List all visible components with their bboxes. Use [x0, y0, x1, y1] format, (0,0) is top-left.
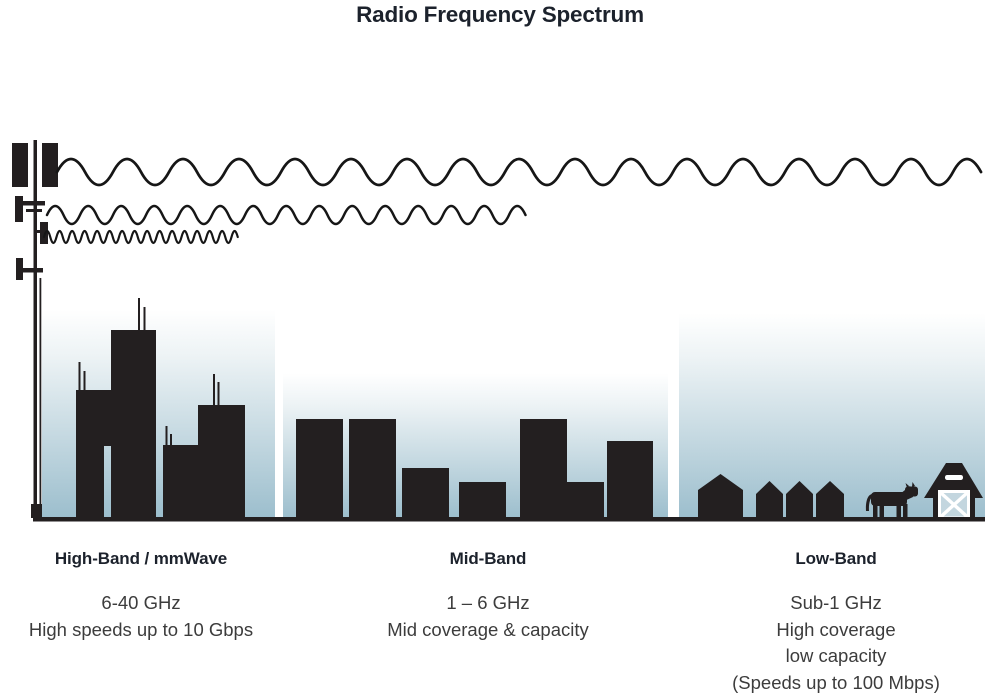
highband-frequency: 6-40 GHz: [101, 592, 181, 613]
highband-label-group: High-Band / mmWave 6-40 GHz High speeds …: [0, 549, 291, 643]
midband-heading: Mid-Band: [449, 549, 527, 568]
barn-vent: [945, 475, 963, 480]
page-title: Radio Frequency Spectrum: [356, 2, 644, 27]
highband-heading: High-Band / mmWave: [54, 549, 228, 568]
lowband-capacity: low capacity: [785, 645, 887, 667]
lowband-coverage: High coverage: [776, 618, 896, 640]
spectrum-illustration: [12, 140, 985, 522]
midrise-buildings-icon: [296, 419, 653, 518]
midband-frequency: 1 – 6 GHz: [446, 592, 530, 613]
lowband-heading: Low-Band: [795, 549, 877, 568]
midband-details: 1 – 6 GHz Mid coverage & capacity: [338, 590, 638, 643]
midband-coverage: Mid coverage & capacity: [387, 618, 589, 640]
lowband-details: Sub-1 GHz High coverage low capacity (Sp…: [686, 590, 986, 696]
ground-line: [33, 517, 985, 522]
high-frequency-wave-icon: [42, 229, 239, 245]
cell-tower-icon: [12, 140, 58, 518]
cow-icon: [865, 482, 918, 518]
highband-details: 6-40 GHz High speeds up to 10 Gbps: [0, 590, 291, 643]
midband-label-group: Mid-Band 1 – 6 GHz Mid coverage & capaci…: [338, 549, 638, 643]
highband-speed: High speeds up to 10 Gbps: [28, 618, 254, 640]
lowband-label-group: Low-Band Sub-1 GHz High coverage low cap…: [686, 549, 986, 696]
lowband-speed: (Speeds up to 100 Mbps): [732, 671, 940, 693]
skyscrapers-icon: [76, 298, 245, 518]
low-frequency-wave-icon: [55, 157, 983, 187]
barn-door: [938, 490, 970, 520]
lowband-frequency: Sub-1 GHz: [790, 592, 882, 613]
mid-frequency-wave-icon: [45, 204, 527, 226]
houses-icon: [698, 474, 844, 518]
